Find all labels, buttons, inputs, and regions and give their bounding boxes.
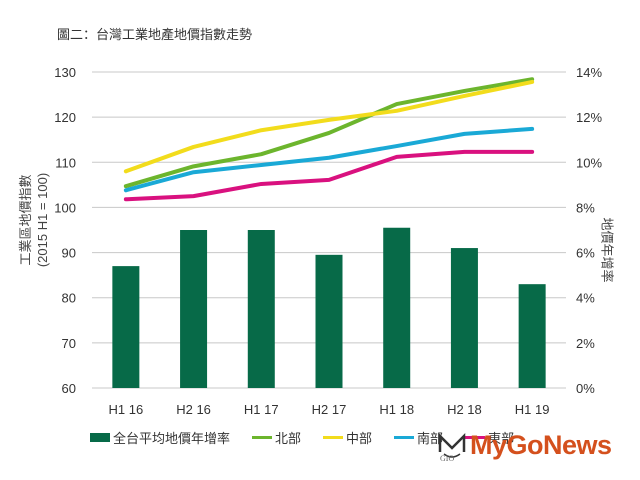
line-swatch-icon (252, 436, 273, 439)
legend-label: 中部 (346, 431, 373, 446)
left-tick-label: 70 (62, 336, 76, 351)
left-tick-label: 130 (54, 65, 76, 80)
bar (180, 230, 208, 388)
x-tick-label: H1 16 (109, 402, 144, 417)
x-tick-label: H1 18 (379, 402, 414, 417)
line-swatch-icon (394, 436, 415, 439)
x-axis-ticks: H1 16 H2 16 H1 17 H2 17 H1 18 H2 18 H1 19 (109, 402, 550, 417)
legend-label: 全台平均地價年增率 (113, 431, 231, 446)
right-axis-ticks: 14% 12% 10% 8% 6% 4% 2% 0% (576, 65, 602, 396)
left-tick-label: 110 (55, 155, 76, 170)
watermark-text: MyGoNews (470, 430, 612, 460)
legend-item-east: 東部 (465, 428, 514, 447)
right-tick-label: 4% (576, 291, 595, 306)
legend: 全台平均地價年增率 北部 中部 南部 東部 (90, 428, 536, 447)
x-tick-label: H2 18 (447, 402, 482, 417)
bar (315, 254, 343, 388)
left-axis-ticks: 130 120 110 100 90 80 70 60 (54, 65, 76, 396)
watermark-logo: GIO MyGoNews (432, 428, 632, 468)
legend-item-national-avg: 全台平均地價年增率 (90, 428, 230, 447)
line-swatch-icon (465, 436, 486, 439)
line-東部 (123, 149, 535, 202)
mygonews-logo-icon (438, 432, 466, 458)
left-tick-label: 90 (62, 246, 76, 261)
left-tick-label: 120 (54, 110, 76, 125)
line-中部 (123, 79, 535, 174)
bar (112, 266, 140, 388)
x-tick-label: H1 19 (515, 402, 550, 417)
left-tick-label: 80 (62, 291, 76, 306)
gridlines (92, 71, 566, 389)
right-tick-label: 0% (576, 381, 595, 396)
bar (518, 284, 546, 388)
bar (450, 248, 478, 388)
legend-label: 東部 (488, 431, 515, 446)
right-tick-label: 12% (576, 110, 602, 125)
x-tick-label: H2 16 (176, 402, 211, 417)
bar (247, 230, 275, 388)
chart-title: 圖二：台灣工業地產地價指數走勢 (57, 27, 253, 42)
legend-label: 南部 (417, 431, 444, 446)
left-tick-label: 100 (54, 200, 76, 215)
legend-item-central: 中部 (323, 428, 372, 447)
right-tick-label: 10% (576, 155, 602, 170)
line-南部 (123, 126, 535, 193)
legend-label: 北部 (275, 431, 302, 446)
line-series (123, 77, 535, 202)
legend-item-north: 北部 (252, 428, 301, 447)
bar-series (112, 227, 546, 388)
bar (383, 227, 411, 388)
right-tick-label: 2% (576, 336, 595, 351)
legend-item-south: 南部 (394, 428, 443, 447)
right-tick-label: 8% (576, 200, 595, 215)
bar-swatch-icon (90, 433, 110, 442)
left-tick-label: 60 (62, 381, 76, 396)
line-swatch-icon (323, 436, 344, 439)
right-tick-label: 14% (576, 65, 602, 80)
watermark-sub: GIO (440, 454, 455, 463)
line-北部 (123, 77, 535, 189)
right-tick-label: 6% (576, 246, 595, 261)
x-tick-label: H1 17 (244, 402, 279, 417)
x-tick-label: H2 17 (312, 402, 347, 417)
